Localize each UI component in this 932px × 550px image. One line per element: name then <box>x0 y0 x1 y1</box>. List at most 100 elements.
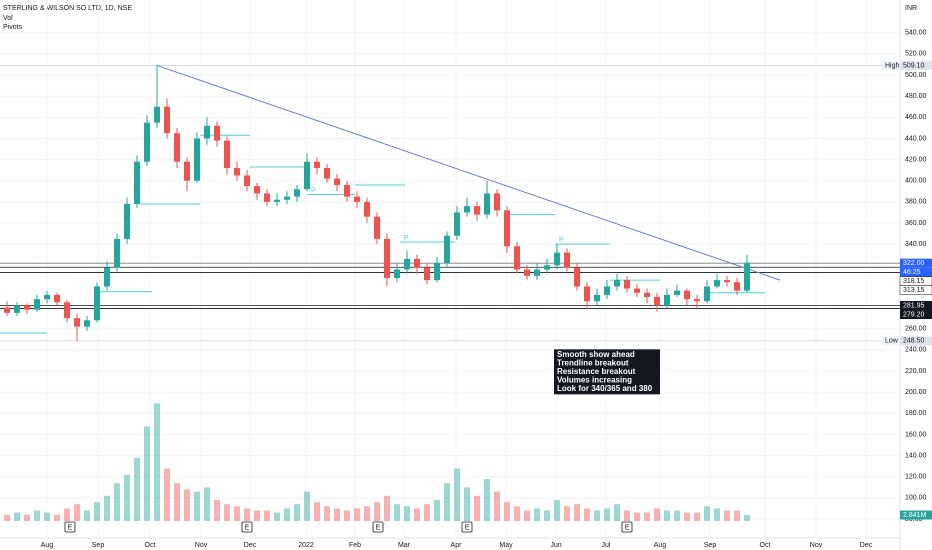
volume-bar <box>214 500 220 521</box>
candle-body <box>524 269 530 276</box>
candle-body <box>594 294 600 302</box>
candle-body <box>204 125 210 139</box>
x-tick-label: Aug <box>41 542 54 549</box>
volume-bar <box>514 506 520 521</box>
volume-bar <box>294 504 300 521</box>
volume-bar <box>444 483 450 521</box>
candle-body <box>484 193 490 215</box>
x-tick-label: Jun <box>550 542 561 549</box>
candle-body <box>324 168 330 179</box>
candle-body <box>574 267 580 287</box>
candle-body <box>624 280 630 289</box>
candle-body <box>344 184 350 197</box>
volume-bar <box>114 483 120 521</box>
volume-bar <box>394 504 400 521</box>
candle-body <box>554 252 560 266</box>
x-tick-label: Oct <box>760 542 771 549</box>
candle-body <box>454 212 460 236</box>
price-label-box <box>900 310 932 320</box>
volume-bar <box>24 514 30 521</box>
candle-body <box>114 238 120 268</box>
volume-bar <box>234 506 240 521</box>
price-label: 509.10 <box>903 62 925 69</box>
y-tick-label: 120.00 <box>905 474 927 481</box>
y-tick-label: 100.00 <box>905 495 927 502</box>
y-tick-label: 540.00 <box>905 30 927 37</box>
volume-bar <box>194 491 200 521</box>
candle-body <box>134 161 140 204</box>
candle-body <box>704 286 710 302</box>
volume-bar <box>534 508 540 521</box>
x-tick-label: Feb <box>349 542 361 549</box>
y-tick-label: 520.00 <box>905 51 927 58</box>
indicator-label: Vol <box>3 15 13 22</box>
volume-bar <box>414 508 420 521</box>
price-label-box <box>900 267 932 277</box>
volume-label-box <box>900 510 932 520</box>
candle-body <box>84 320 90 327</box>
y-tick-label: 200.00 <box>905 389 927 396</box>
volume-bar <box>274 512 280 521</box>
candle-body <box>74 318 80 327</box>
volume-bar <box>634 512 640 521</box>
candle-body <box>274 199 280 202</box>
price-label-box <box>900 258 932 268</box>
event-marker <box>461 521 473 533</box>
candle-body <box>334 178 340 185</box>
volume-bar <box>594 510 600 521</box>
volume-bar <box>374 502 380 521</box>
candle-body <box>474 206 480 215</box>
volume-bar <box>184 489 190 521</box>
event-marker <box>64 521 76 533</box>
volume-bar <box>614 504 620 521</box>
annotation-text: Resistance breakout <box>557 367 636 376</box>
volume-bar <box>404 506 410 521</box>
candle-body <box>184 161 190 181</box>
volume-bar <box>604 508 610 521</box>
price-label: 46:25 <box>903 269 921 276</box>
volume-bar <box>34 510 40 521</box>
volume-bar <box>584 508 590 521</box>
volume-bar <box>14 512 20 521</box>
volume-bar <box>574 504 580 521</box>
volume-bar <box>454 468 460 521</box>
y-tick-label: 500.00 <box>905 72 927 79</box>
annotation-text: Smooth show ahead <box>557 350 635 359</box>
y-tick-label: 440.00 <box>905 135 927 142</box>
candle-body <box>674 290 680 295</box>
x-tick-label: Jul <box>602 542 611 549</box>
event-marker <box>241 521 253 533</box>
event-label: E <box>68 524 73 531</box>
candle-body <box>634 288 640 293</box>
volume-bar <box>684 512 690 521</box>
y-tick-label: 460.00 <box>905 114 927 121</box>
candle-body <box>164 106 170 134</box>
candle-body <box>564 252 570 268</box>
candle-body <box>24 305 30 310</box>
level-name-box <box>882 60 900 70</box>
volume-bar <box>84 510 90 521</box>
volume-bar <box>484 479 490 521</box>
event-label: E <box>625 524 630 531</box>
volume-bar <box>134 458 140 521</box>
price-label-box <box>900 60 932 70</box>
chart-title: STERLING & WILSON SO LTD, 1D, NSE <box>3 5 132 12</box>
volume-bar <box>524 510 530 521</box>
volume-bar <box>104 495 110 521</box>
level-name: High <box>885 62 900 69</box>
volume-bar <box>314 502 320 521</box>
candle-body <box>284 196 290 200</box>
volume-bar <box>474 495 480 521</box>
candle-body <box>374 216 380 239</box>
candle-body <box>354 196 360 202</box>
volume-bar <box>264 510 270 521</box>
price-label: 281.95 <box>903 302 925 309</box>
event-marker <box>372 521 384 533</box>
candle-body <box>4 307 10 313</box>
volume-bar <box>304 491 310 521</box>
volume-bar <box>674 510 680 521</box>
annotation-text: Volumes increasing <box>557 375 632 384</box>
event-label: E <box>245 524 250 531</box>
candle-body <box>494 193 500 211</box>
volume-bar <box>694 512 700 521</box>
